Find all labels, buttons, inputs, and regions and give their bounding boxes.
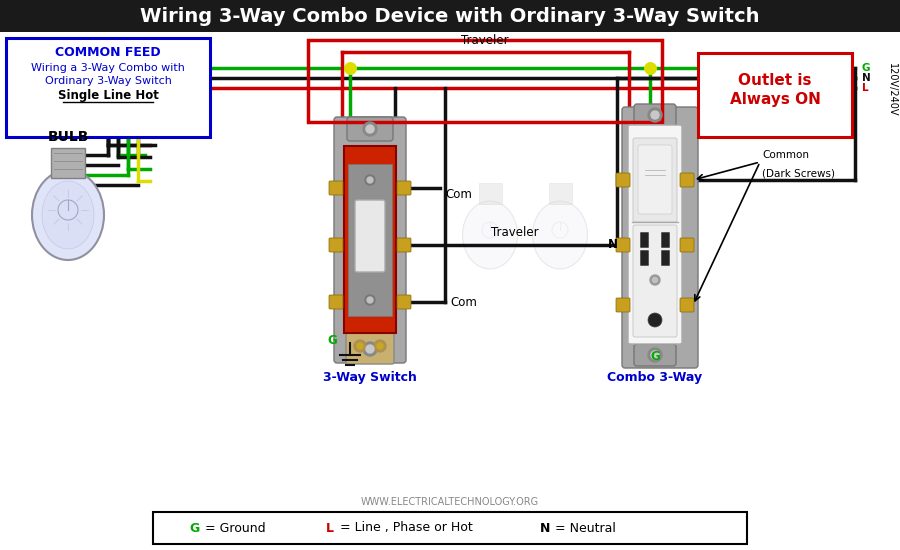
Text: Com: Com <box>450 295 477 309</box>
Circle shape <box>377 343 383 349</box>
FancyBboxPatch shape <box>51 148 85 178</box>
FancyBboxPatch shape <box>622 107 698 368</box>
Text: N: N <box>862 73 871 83</box>
Text: G: G <box>650 350 660 364</box>
FancyBboxPatch shape <box>662 250 670 266</box>
Text: G: G <box>327 333 337 346</box>
Text: G: G <box>190 521 200 535</box>
Circle shape <box>366 125 374 133</box>
FancyBboxPatch shape <box>662 233 670 248</box>
Text: Outlet is
Always ON: Outlet is Always ON <box>730 73 821 107</box>
FancyBboxPatch shape <box>329 295 343 309</box>
FancyBboxPatch shape <box>641 233 649 248</box>
Text: = Ground: = Ground <box>205 521 266 535</box>
Text: COMMON FEED: COMMON FEED <box>55 46 161 58</box>
Circle shape <box>363 342 377 356</box>
FancyBboxPatch shape <box>680 173 694 187</box>
Text: Ordinary 3-Way Switch: Ordinary 3-Way Switch <box>45 76 171 86</box>
Text: N: N <box>540 521 550 535</box>
FancyBboxPatch shape <box>334 117 406 363</box>
FancyBboxPatch shape <box>6 38 210 137</box>
Ellipse shape <box>463 201 518 269</box>
FancyBboxPatch shape <box>347 337 393 361</box>
FancyBboxPatch shape <box>638 145 672 214</box>
FancyBboxPatch shape <box>634 104 676 126</box>
FancyBboxPatch shape <box>397 295 411 309</box>
Circle shape <box>650 275 660 285</box>
Circle shape <box>652 278 658 283</box>
Text: 3-Way Switch: 3-Way Switch <box>323 371 417 384</box>
FancyBboxPatch shape <box>616 298 630 312</box>
FancyBboxPatch shape <box>628 125 682 344</box>
FancyBboxPatch shape <box>346 328 394 364</box>
Text: 120V/240V: 120V/240V <box>887 63 897 117</box>
FancyBboxPatch shape <box>633 138 677 222</box>
Ellipse shape <box>42 181 94 249</box>
FancyBboxPatch shape <box>616 238 630 252</box>
Circle shape <box>365 175 375 185</box>
Circle shape <box>367 177 373 183</box>
Text: Com: Com <box>445 189 472 201</box>
FancyBboxPatch shape <box>348 164 392 316</box>
Text: = Line , Phase or Hot: = Line , Phase or Hot <box>340 521 472 535</box>
Text: = Neutral: = Neutral <box>555 521 616 535</box>
Text: L: L <box>862 83 868 93</box>
FancyBboxPatch shape <box>680 298 694 312</box>
Text: BULB: BULB <box>48 130 89 144</box>
FancyBboxPatch shape <box>479 183 501 204</box>
FancyBboxPatch shape <box>616 173 630 187</box>
Text: WWW.ELECTRICALTECHNOLOGY.ORG: WWW.ELECTRICALTECHNOLOGY.ORG <box>361 497 539 507</box>
Text: L: L <box>326 521 334 535</box>
Ellipse shape <box>533 201 588 269</box>
FancyBboxPatch shape <box>641 250 649 266</box>
Circle shape <box>648 313 662 327</box>
Circle shape <box>648 348 662 362</box>
FancyBboxPatch shape <box>329 238 343 252</box>
Text: (Dark Screws): (Dark Screws) <box>762 168 835 178</box>
Text: G: G <box>862 63 870 73</box>
FancyBboxPatch shape <box>698 53 852 137</box>
FancyBboxPatch shape <box>548 183 572 204</box>
FancyBboxPatch shape <box>355 200 385 272</box>
Circle shape <box>357 343 363 349</box>
FancyBboxPatch shape <box>397 181 411 195</box>
FancyBboxPatch shape <box>344 146 396 333</box>
Circle shape <box>648 108 662 122</box>
FancyBboxPatch shape <box>153 512 747 544</box>
Text: Wiring a 3-Way Combo with: Wiring a 3-Way Combo with <box>32 63 184 73</box>
Ellipse shape <box>32 170 104 260</box>
Circle shape <box>374 340 386 352</box>
Circle shape <box>365 295 375 305</box>
FancyBboxPatch shape <box>680 238 694 252</box>
FancyBboxPatch shape <box>634 344 676 366</box>
Circle shape <box>651 111 659 119</box>
FancyBboxPatch shape <box>329 181 343 195</box>
Circle shape <box>363 122 377 136</box>
Circle shape <box>651 351 659 359</box>
Text: Traveler: Traveler <box>491 227 539 239</box>
Text: Single Line Hot: Single Line Hot <box>58 90 158 102</box>
Text: N: N <box>608 239 618 251</box>
Circle shape <box>367 297 373 303</box>
FancyBboxPatch shape <box>633 225 677 337</box>
Text: Wiring 3-Way Combo Device with Ordinary 3-Way Switch: Wiring 3-Way Combo Device with Ordinary … <box>140 7 760 25</box>
Circle shape <box>354 340 366 352</box>
FancyBboxPatch shape <box>347 117 393 141</box>
FancyBboxPatch shape <box>0 0 900 32</box>
FancyBboxPatch shape <box>397 238 411 252</box>
Text: Combo 3-Way: Combo 3-Way <box>608 371 703 384</box>
Text: Common: Common <box>762 150 809 160</box>
Text: Traveler: Traveler <box>461 34 508 47</box>
Circle shape <box>366 345 374 353</box>
